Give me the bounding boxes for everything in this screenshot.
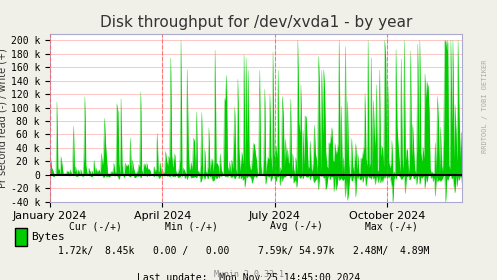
Text: Last update:  Mon Nov 25 14:45:00 2024: Last update: Mon Nov 25 14:45:00 2024	[137, 273, 360, 280]
Text: Min (-/+): Min (-/+)	[165, 221, 218, 232]
FancyBboxPatch shape	[15, 228, 27, 246]
Text: Bytes: Bytes	[31, 232, 65, 242]
Text: Avg (-/+): Avg (-/+)	[270, 221, 323, 232]
Text: Munin 2.0.33-1: Munin 2.0.33-1	[214, 270, 283, 279]
Text: Max (-/+): Max (-/+)	[365, 221, 418, 232]
Title: Disk throughput for /dev/xvda1 - by year: Disk throughput for /dev/xvda1 - by year	[100, 15, 412, 30]
Text: 2.48M/  4.89M: 2.48M/ 4.89M	[353, 246, 430, 256]
Text: 7.59k/ 54.97k: 7.59k/ 54.97k	[258, 246, 334, 256]
Text: RRDTOOL / TOBI OETIKER: RRDTOOL / TOBI OETIKER	[482, 60, 488, 153]
Text: 1.72k/  8.45k: 1.72k/ 8.45k	[58, 246, 134, 256]
Y-axis label: Pr second read (-) / write (+): Pr second read (-) / write (+)	[0, 48, 8, 188]
Text: 0.00 /   0.00: 0.00 / 0.00	[153, 246, 230, 256]
Text: Cur (-/+): Cur (-/+)	[70, 221, 122, 232]
